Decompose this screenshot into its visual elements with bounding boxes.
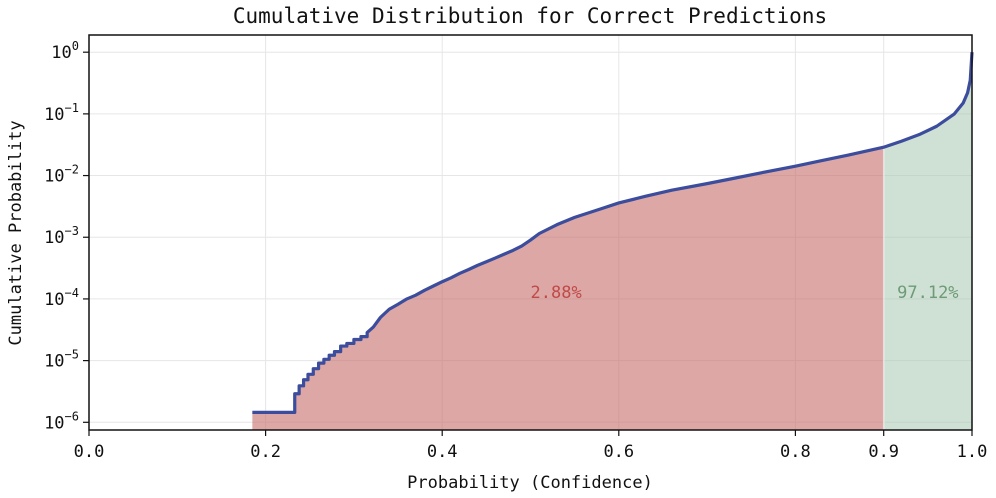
y-tick-label: 10−6: [44, 409, 79, 433]
chart-title: Cumulative Distribution for Correct Pred…: [233, 4, 827, 28]
region-below-threshold: [252, 147, 884, 431]
region-labels: 2.88% 97.12%: [531, 283, 959, 303]
x-tick-label: 1.0: [957, 442, 988, 462]
cdf-line: [252, 52, 974, 414]
x-axis-ticks: 0.0 0.2 0.4 0.6 0.8 0.9 1.0: [74, 430, 988, 462]
x-tick-label: 0.8: [780, 442, 811, 462]
shaded-regions: [252, 52, 972, 431]
y-tick-label: 10−2: [44, 163, 79, 187]
region-above-threshold: [883, 52, 972, 431]
x-tick-label: 0.6: [603, 442, 634, 462]
plot-frame: [88, 34, 973, 431]
region-label: 97.12%: [897, 283, 958, 303]
y-axis-ticks: 100 10−1 10−2 10−3 10−4 10−5 10−6: [44, 39, 89, 433]
y-tick-label: 10−5: [44, 348, 79, 372]
y-tick-label: 10−3: [44, 224, 79, 248]
x-tick-label: 0.2: [250, 442, 281, 462]
x-axis-label: Probability (Confidence): [407, 473, 653, 493]
x-tick-label: 0.0: [74, 442, 105, 462]
y-axis-label: Cumulative Probability: [6, 120, 26, 345]
region-label: 2.88%: [531, 283, 582, 303]
y-tick-label: 10−1: [44, 101, 79, 125]
x-tick-label: 0.4: [427, 442, 458, 462]
series-group: [252, 52, 974, 414]
y-tick-label: 100: [51, 39, 79, 63]
x-tick-label: 0.9: [868, 442, 899, 462]
y-tick-label: 10−4: [44, 286, 79, 310]
